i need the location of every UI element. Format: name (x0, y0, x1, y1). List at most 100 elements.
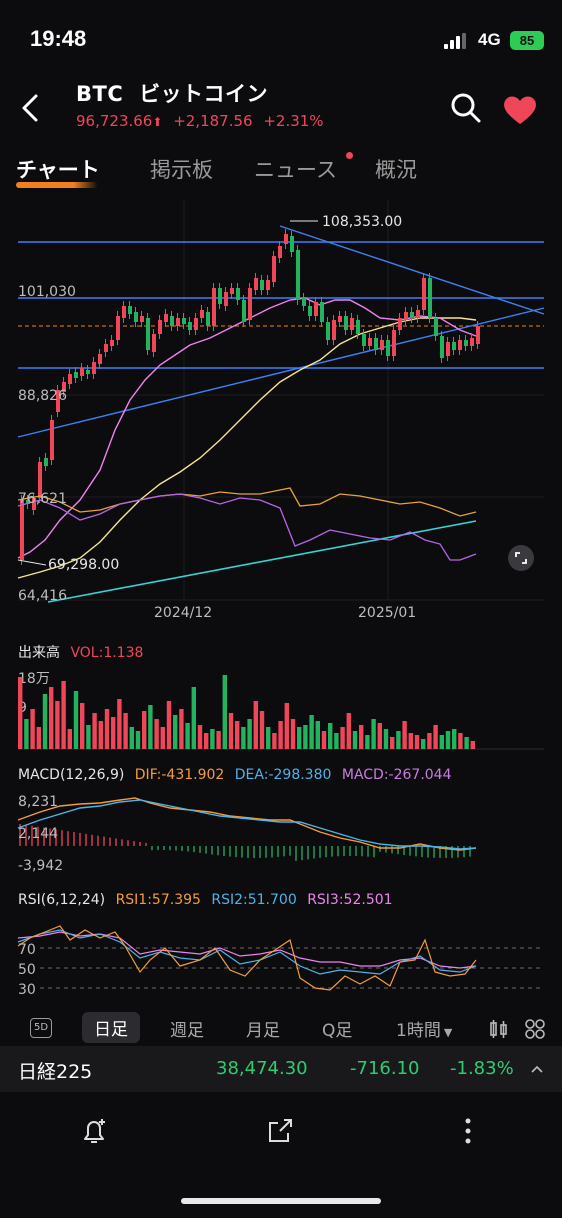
volume-bar (67, 729, 72, 749)
candle-body (32, 498, 36, 510)
volume-bar (259, 711, 265, 749)
price-chart[interactable]: 108,353.00 101,030 88,826 76,621 69,298.… (0, 196, 562, 636)
volume-bar (402, 721, 407, 749)
candle-body (68, 374, 72, 384)
tab-news[interactable]: ニュース (254, 158, 337, 182)
candle-body (356, 320, 360, 334)
index-ticker-bar[interactable] (0, 1046, 562, 1092)
volume-bar (321, 731, 327, 749)
volume-bar (439, 735, 444, 749)
tab-chart[interactable]: チャート (16, 158, 100, 182)
volume-bar (148, 705, 153, 749)
volume-bar (36, 727, 41, 749)
signal-icon (444, 33, 466, 49)
index-name: 日経225 (18, 1061, 93, 1083)
macd-axis-low: -3,942 (18, 858, 63, 874)
period-hourly[interactable]: 1時間 ▼ (396, 1016, 452, 1041)
volume-bar (117, 699, 122, 749)
volume-bar (173, 715, 178, 749)
candle-body (74, 372, 78, 378)
price-alert-bell-icon[interactable] (78, 1115, 110, 1147)
rsi-header: RSI(6,12,24) RSI1:57.395 RSI2:51.700 RSI… (18, 892, 393, 908)
candle-body (404, 312, 408, 320)
macd-chart: 8,231 2,144 -3,942 (17, 794, 477, 874)
candle-body (182, 318, 186, 324)
candle-body (104, 344, 108, 352)
candle-body (158, 320, 162, 334)
index-change: -716.10 (350, 1058, 420, 1079)
favorite-heart-icon[interactable] (502, 94, 538, 126)
period-5d[interactable]: 5D (30, 1018, 52, 1038)
volume-bar (197, 725, 203, 749)
candle-style-icon[interactable] (488, 1018, 510, 1040)
index-value: 38,474.30 (216, 1058, 308, 1079)
volume-bar (414, 735, 420, 749)
candle-body (116, 316, 120, 340)
candle-body (440, 336, 444, 358)
macd-header: MACD(12,26,9) DIF:-431.902 DEA:-298.380 … (18, 767, 452, 783)
volume-bar (160, 727, 165, 749)
more-options-icon[interactable] (458, 1115, 478, 1147)
candle-body (428, 278, 432, 318)
candle-body (80, 368, 84, 376)
volume-bar (92, 713, 97, 749)
candle-body (332, 320, 336, 340)
volume-bar (328, 723, 333, 749)
volume-bar (247, 719, 252, 749)
price-change: +2,187.56 (173, 112, 253, 130)
candle-body (320, 302, 324, 322)
indicator-grid-icon[interactable] (524, 1018, 546, 1040)
tab-overview[interactable]: 概況 (375, 158, 417, 182)
volume-bar (135, 731, 141, 749)
candle-body (176, 318, 180, 326)
candle-body (56, 390, 60, 412)
candle-body (374, 338, 378, 350)
candle-body (362, 334, 366, 346)
volume-bar (452, 729, 457, 749)
rsi-axis-50: 50 (18, 962, 36, 978)
share-icon[interactable] (264, 1115, 296, 1147)
candle-body (398, 318, 402, 330)
volume-bar (421, 739, 426, 749)
date-label-2024-12: 2024/12 (154, 605, 212, 621)
candle-body (230, 288, 234, 294)
price-axis-label-101030: 101,030 (18, 284, 76, 300)
active-tab-indicator (16, 182, 98, 188)
battery-icon: 85 (510, 31, 544, 50)
candle-body (248, 288, 252, 320)
period-daily[interactable]: 日足 (82, 1012, 140, 1043)
price-label-high: 108,353.00 (322, 214, 402, 230)
period-weekly[interactable]: 週足 (170, 1021, 204, 1041)
candle-body (434, 318, 438, 336)
candle-body (122, 306, 126, 318)
period-monthly[interactable]: 月足 (246, 1021, 280, 1041)
volume-bar (371, 719, 376, 749)
candle-body (206, 312, 210, 326)
candle-body (188, 322, 192, 330)
volume-bar (445, 731, 451, 749)
volume-bar (241, 727, 246, 749)
chevron-up-icon[interactable] (530, 1062, 544, 1076)
search-icon[interactable] (450, 92, 482, 124)
rsi-axis-70: 70 (18, 942, 36, 958)
candle-body (92, 362, 96, 374)
volume-bar (30, 709, 35, 749)
volume-bar (334, 733, 339, 749)
volume-bar (61, 681, 66, 749)
rsi3-value: RSI3:52.501 (307, 892, 393, 908)
volume-bar (142, 711, 147, 749)
volume-bar (18, 677, 23, 749)
period-quarterly[interactable]: Q足 (322, 1021, 353, 1041)
candle-body (98, 354, 102, 364)
volume-bar (185, 723, 190, 749)
volume-bar (284, 703, 289, 749)
expand-fullscreen-icon[interactable] (508, 545, 534, 571)
candle-body (146, 318, 150, 350)
candle-body (242, 300, 246, 322)
back-arrow-icon[interactable] (18, 92, 42, 124)
volume-bar (340, 727, 345, 749)
tab-board[interactable]: 掲示板 (150, 158, 213, 182)
volume-title: 出来高 (18, 645, 60, 661)
macd-dea: DEA:-298.380 (234, 767, 332, 783)
candle-body (296, 250, 300, 300)
